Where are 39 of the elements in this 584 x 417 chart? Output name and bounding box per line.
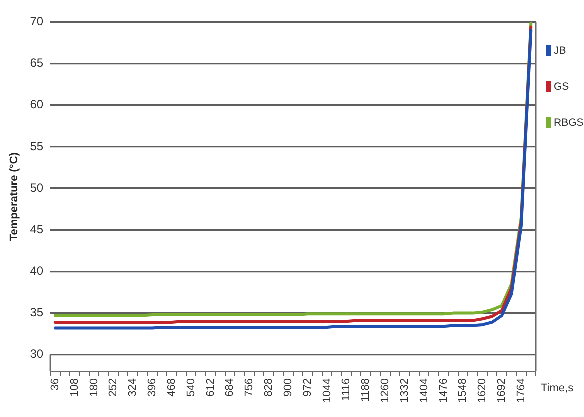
y-tick-label: 55	[30, 139, 44, 154]
x-tick-label: 36	[49, 378, 62, 391]
y-tick-label: 45	[30, 222, 44, 236]
x-tick-label: 1404	[418, 378, 430, 404]
x-tick-label: 1260	[380, 378, 392, 404]
y-tick-label: 70	[30, 14, 44, 29]
y-tick-label: 65	[30, 56, 44, 70]
y-tick-label: 30	[30, 347, 44, 362]
x-tick-label: 252	[108, 378, 120, 397]
x-tick-label: 180	[88, 378, 100, 397]
x-tick-label: 1044	[321, 378, 334, 404]
y-axis-title: Temperature (°C)	[8, 152, 21, 242]
x-tick-label: 1620	[476, 378, 489, 404]
x-tick-label: 1476	[438, 378, 450, 404]
x-tick-label: 468	[166, 378, 178, 397]
x-tick-label: 1188	[360, 378, 372, 402]
x-tick-label: 396	[146, 378, 159, 397]
y-tick-label: 40	[30, 264, 44, 278]
x-tick-label: 684	[224, 378, 236, 397]
x-tick-label: 828	[263, 378, 276, 397]
x-tick-label: 1116	[340, 378, 353, 402]
x-tick-label: 324	[127, 378, 140, 397]
legend-label: RBGS	[554, 116, 584, 128]
x-tick-label: 540	[185, 378, 198, 397]
x-tick-label: 1548	[457, 378, 470, 404]
x-tick-label: 612	[204, 378, 217, 397]
y-tick-label: 60	[30, 98, 44, 112]
legend-label: GS	[554, 80, 570, 92]
x-tick-label: 900	[282, 378, 294, 397]
x-tick-label: 1692	[496, 378, 508, 404]
y-tick-label: 50	[30, 180, 44, 195]
x-axis-title: Time,s	[541, 382, 574, 394]
x-tick-label: 972	[302, 378, 314, 397]
x-tick-label: 108	[68, 378, 81, 397]
x-tick-label: 1332	[398, 378, 411, 404]
x-tick-label: 756	[244, 378, 256, 397]
y-tick-label: 35	[30, 306, 44, 320]
x-tick-label: 1764	[515, 378, 528, 404]
legend-label: JB	[554, 44, 566, 56]
